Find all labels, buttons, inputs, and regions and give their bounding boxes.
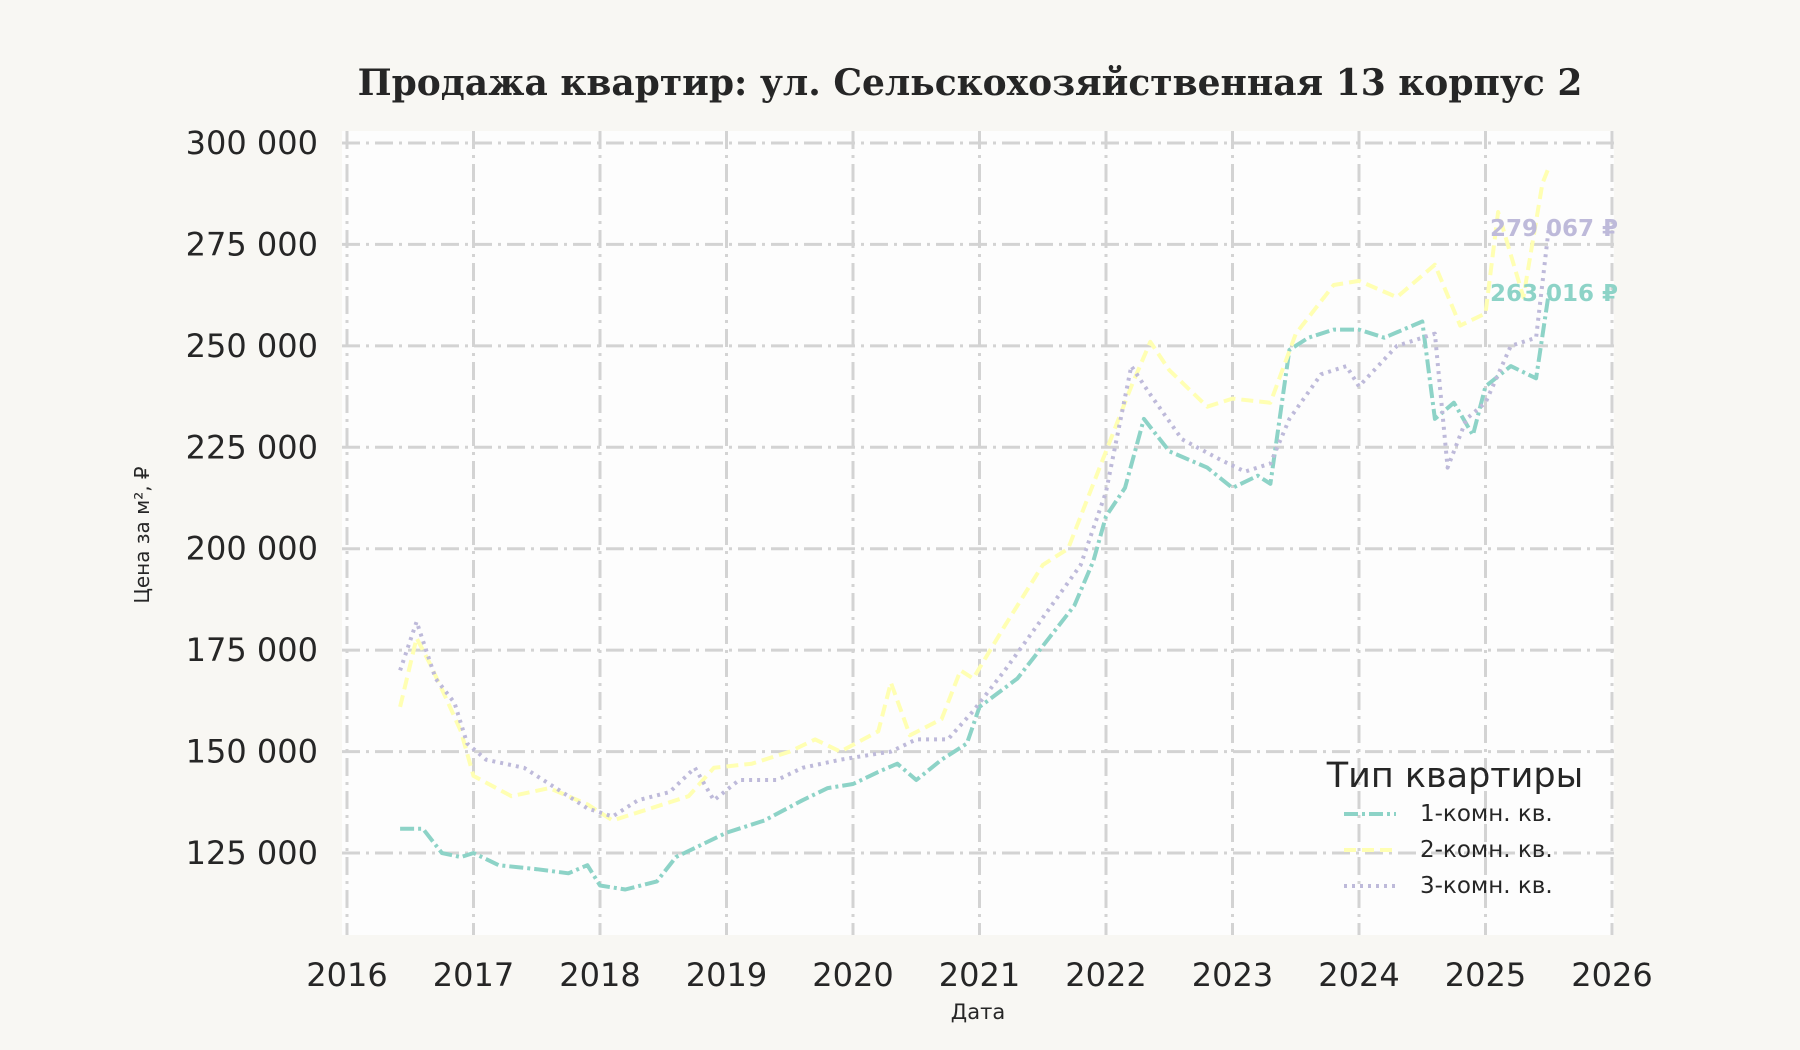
legend-line-icon bbox=[1344, 884, 1396, 888]
x-tick-label: 2022 bbox=[1065, 956, 1146, 994]
legend-item-2room: 2-комн. кв. bbox=[1344, 832, 1600, 868]
x-tick-label: 2019 bbox=[686, 956, 767, 994]
x-tick-label: 2021 bbox=[939, 956, 1020, 994]
end-value-annotation: 279 067 ₽ bbox=[1490, 216, 1618, 242]
legend-label: 2-комн. кв. bbox=[1420, 837, 1553, 863]
series-line-2 bbox=[398, 166, 1551, 823]
x-tick-label: 2024 bbox=[1318, 956, 1399, 994]
x-tick-label: 2016 bbox=[306, 956, 387, 994]
legend-title: Тип квартиры bbox=[1326, 756, 1584, 796]
y-tick-label: 300 000 bbox=[186, 124, 318, 162]
y-tick-label: 150 000 bbox=[186, 733, 318, 771]
chart-title: Продажа квартир: ул. Сельскохозяйственна… bbox=[357, 62, 1583, 104]
y-tick-label: 200 000 bbox=[186, 530, 318, 568]
legend-label: 3-комн. кв. bbox=[1420, 873, 1553, 899]
legend-label: 1-комн. кв. bbox=[1420, 801, 1553, 827]
y-tick-label: 175 000 bbox=[186, 631, 318, 669]
legend: Тип квартиры 1-комн. кв. 2-комн. кв. 3-к… bbox=[1300, 756, 1600, 904]
x-tick-label: 2018 bbox=[559, 956, 640, 994]
legend-line-icon bbox=[1344, 812, 1396, 816]
x-tick-label: 2023 bbox=[1192, 956, 1273, 994]
end-value-annotation: 263 016 ₽ bbox=[1490, 281, 1618, 307]
legend-item-3room: 3-комн. кв. bbox=[1344, 868, 1600, 904]
y-tick-label: 250 000 bbox=[186, 327, 318, 365]
x-tick-label: 2026 bbox=[1571, 956, 1652, 994]
x-axis-label: Дата bbox=[950, 1000, 1006, 1024]
y-tick-label: 225 000 bbox=[186, 428, 318, 466]
series-line-1 bbox=[400, 292, 1551, 892]
grid bbox=[342, 131, 1614, 935]
legend-item-1room: 1-комн. кв. bbox=[1344, 796, 1600, 832]
legend-line-icon bbox=[1344, 848, 1396, 852]
y-tick-label: 125 000 bbox=[186, 834, 318, 872]
y-tick-label: 275 000 bbox=[186, 225, 318, 263]
y-axis-label: Цена за м², ₽ bbox=[130, 466, 154, 604]
x-tick-label: 2017 bbox=[433, 956, 514, 994]
series-line-3 bbox=[398, 227, 1551, 819]
x-tick-label: 2020 bbox=[812, 956, 893, 994]
x-tick-label: 2025 bbox=[1445, 956, 1526, 994]
